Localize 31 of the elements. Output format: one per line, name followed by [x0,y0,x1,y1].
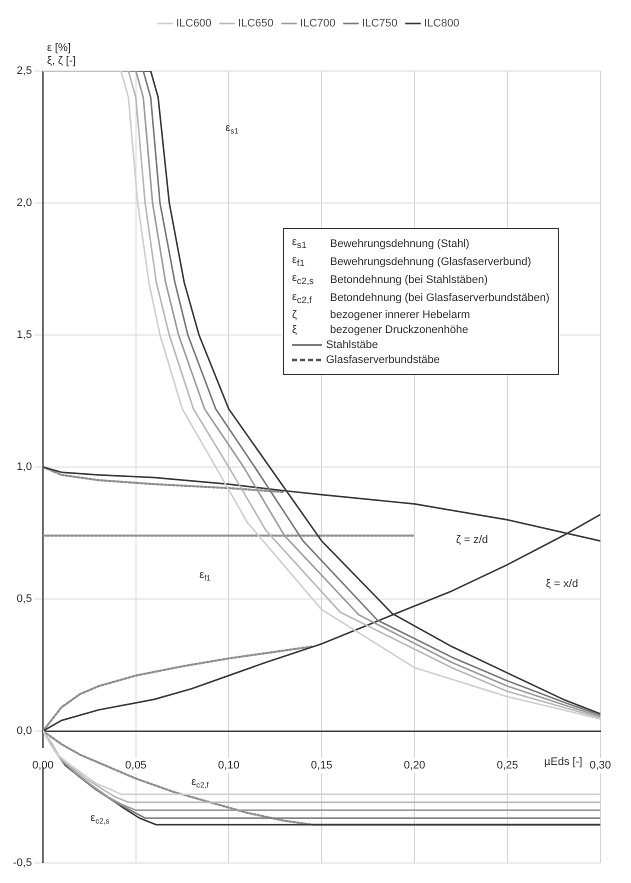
legend-label: ILC700 [300,18,336,30]
y-tick-label: 2,0 [16,197,32,210]
x-tick-label: 0,00 [32,760,54,772]
text: ε$_{c2,f}$ Betondehnung (bei Glasfaserverbundstäben) [292,290,550,305]
y-axis-title: ε [%] ξ, ζ [-] [46,42,76,68]
x-tick-label: 0,20 [404,760,426,772]
annotation: ζ = z/d [456,534,488,546]
x-tick-label: 0,15 [310,760,332,772]
text: ζ bezogener innerer Hebelarm [292,308,470,321]
text: ξ bezogener Druckzonenhöhe [292,324,468,336]
text: ε$_{f1}$ Bewehrungsdehnung (Glasfaserverbund) [292,254,532,268]
legend-label: ILC800 [424,18,460,30]
y-tick-label: 0,0 [16,725,32,738]
y-tick-label: 1,5 [16,329,32,342]
annotation: Glasfaserverbundstäbe [326,352,440,368]
legend-label: ILC650 [238,18,274,30]
x-tick-label: 0,05 [125,760,147,772]
text: ε$_{c2,s}$ Betondehnung (bei Stahlstäben) [292,272,488,287]
text: ε$_{s1}$ Bewehrungsdehnung (Stahl) [292,236,470,250]
legend-label: ILC750 [362,18,398,30]
x-tick-label: 0,25 [496,760,518,772]
x-tick-label: 0,30 [590,760,612,772]
annotation: ξ = x/d [546,578,578,590]
x-axis-title: µEds [-] [544,756,582,768]
annotation: Stahlstäbe [326,338,378,353]
legend-label: ILC600 [176,18,212,30]
y-tick-label: 1,0 [16,461,32,474]
x-tick-label: 0,10 [218,760,240,772]
y-tick-label: -0,5 [12,857,32,870]
y-tick-label: 0,5 [16,593,32,606]
y-tick-label: 2,5 [16,65,32,78]
